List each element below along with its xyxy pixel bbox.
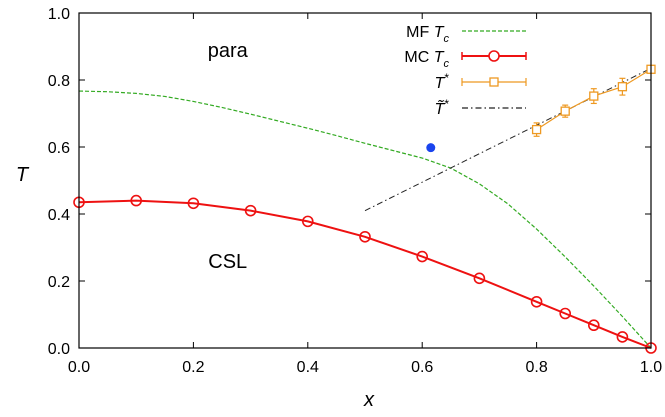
x-tick-label: 0.8 <box>525 359 547 376</box>
legend-label: MF Tc <box>406 24 449 45</box>
y-tick-label: 1.0 <box>48 6 70 23</box>
annotations: para CSL <box>208 40 249 273</box>
critical-point-marker <box>426 143 436 153</box>
mc-tc-point <box>187 197 200 210</box>
mc-tc-point <box>473 272 486 285</box>
plot-frame <box>78 12 652 349</box>
y-tick-label: 0.8 <box>48 73 70 90</box>
x-tick-label: 0.2 <box>182 359 204 376</box>
x-tick-label: 1.0 <box>640 359 662 376</box>
t-tilde-star-line <box>364 67 652 212</box>
x-tick-label: 0.0 <box>68 359 90 376</box>
t-star-point <box>531 124 542 135</box>
x-axis-label: x <box>363 389 375 411</box>
region-label: CSL <box>208 251 247 273</box>
legend-marker <box>488 50 500 62</box>
mc-tc-point <box>359 230 371 243</box>
mc-tc-line <box>78 199 652 349</box>
mc-tc-point <box>530 295 543 308</box>
mc-tc-point <box>244 204 257 217</box>
legend: MF Tc MC TcT* T̃* <box>404 24 527 118</box>
tick-marks <box>78 12 652 349</box>
region-label: para <box>208 40 249 62</box>
t-star-point <box>589 91 599 101</box>
mc-tc-point <box>559 307 572 320</box>
y-axis-label: T <box>16 164 30 186</box>
legend-marker <box>489 77 499 87</box>
x-tick-label: 0.4 <box>297 359 319 376</box>
y-tick-label: 0.4 <box>48 207 70 224</box>
y-tick-label: 0.2 <box>48 274 70 291</box>
t-star-point <box>617 82 628 92</box>
mf-tc-line <box>78 90 652 349</box>
mc-tc-point <box>416 250 429 263</box>
legend-label: T̃* <box>435 97 450 118</box>
x-tick-label: 0.6 <box>411 359 433 376</box>
y-tick-label: 0.0 <box>48 341 70 358</box>
mc-tc-point <box>130 194 142 207</box>
legend-label: T* <box>435 71 450 92</box>
mc-tc-point <box>587 319 600 332</box>
mc-tc-point <box>301 215 314 228</box>
plot-area <box>73 64 657 354</box>
legend-label: MC Tc <box>404 49 449 70</box>
tick-labels: 0.0 0.2 0.4 0.6 0.8 1.0 0.0 0.2 0.4 0.6 0.8 1.0 <box>48 6 662 376</box>
t-star-point <box>560 106 570 116</box>
mc-tc-point <box>616 331 629 343</box>
y-tick-label: 0.6 <box>48 140 70 157</box>
